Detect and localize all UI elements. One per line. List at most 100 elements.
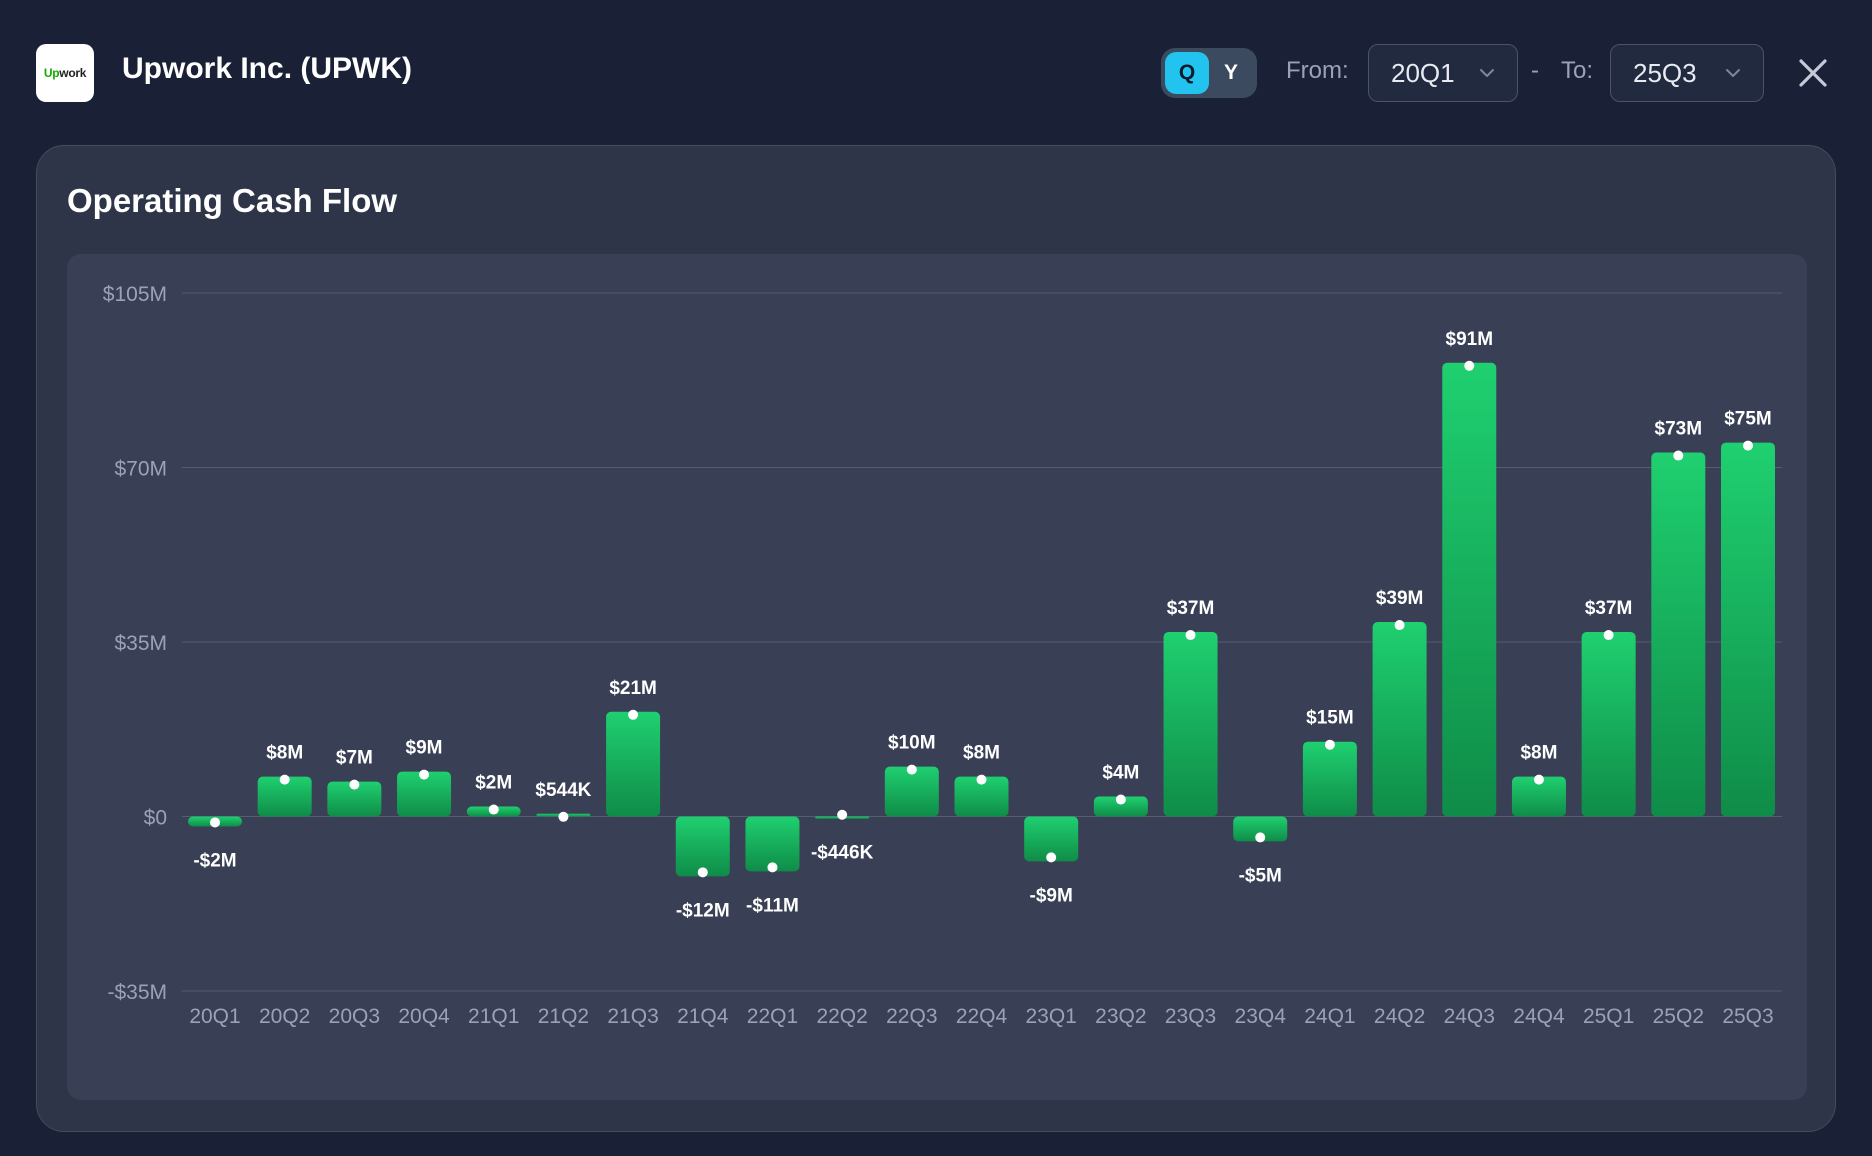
from-label: From: — [1286, 57, 1349, 84]
data-label: $8M — [963, 743, 1000, 764]
chart-card: Operating Cash Flow -$35M $0 $35M $70M $105M… — [36, 145, 1836, 1132]
data-label: $15M — [1306, 708, 1354, 729]
data-label: $37M — [1167, 598, 1215, 619]
data-label: $37M — [1585, 598, 1633, 619]
yearly-toggle-button[interactable]: Y — [1223, 61, 1238, 84]
bar — [745, 816, 800, 872]
y-tick-label: $0 — [144, 807, 167, 830]
bar-point — [1743, 440, 1753, 451]
bar-point — [1115, 794, 1126, 805]
x-tick-label: 24Q2 — [1374, 1005, 1425, 1028]
logo-text-up: Up — [43, 66, 60, 80]
x-tick-label: 24Q3 — [1444, 1005, 1495, 1028]
x-tick-label: 22Q2 — [816, 1005, 867, 1028]
chevron-down-icon — [1726, 69, 1740, 77]
bar-point — [1673, 450, 1684, 461]
bar-point — [488, 804, 499, 815]
x-tick-label: 24Q4 — [1513, 1005, 1565, 1028]
bar — [1442, 362, 1497, 817]
data-label: $75M — [1724, 409, 1772, 430]
bar — [884, 766, 939, 817]
bar-point — [906, 764, 917, 775]
data-label: $2M — [475, 773, 512, 794]
bar — [1721, 442, 1775, 817]
x-tick-label: 22Q1 — [747, 1005, 798, 1028]
x-tick-label: 23Q3 — [1165, 1005, 1216, 1028]
bar — [1302, 741, 1357, 817]
company-logo: Up work — [36, 44, 94, 102]
x-tick-label: 23Q2 — [1095, 1005, 1146, 1028]
data-label: -$2M — [193, 850, 236, 871]
bar — [1581, 632, 1636, 817]
data-label: $73M — [1655, 419, 1703, 440]
y-tick-label: $70M — [114, 458, 167, 481]
bar — [1163, 632, 1218, 817]
bar — [1093, 796, 1148, 817]
chevron-down-icon — [1480, 69, 1494, 77]
y-tick-label: -$35M — [107, 981, 167, 1004]
bar-point — [1046, 852, 1057, 863]
bar — [397, 771, 452, 817]
operating-cash-flow-chart: -$35M $0 $35M $70M $105M 20Q1 20Q2 20Q3 20Q4 21Q1… — [103, 283, 1782, 1028]
bar-point — [210, 817, 220, 828]
bar — [1651, 452, 1706, 817]
data-label: -$11M — [746, 895, 799, 916]
x-tick-label: 24Q1 — [1304, 1005, 1355, 1028]
x-tick-label: 22Q4 — [956, 1005, 1008, 1028]
bar-point — [1255, 832, 1266, 843]
data-label: -$12M — [676, 900, 730, 921]
bar-point — [1464, 360, 1475, 371]
to-label: To: — [1561, 57, 1594, 84]
y-tick-label: $35M — [114, 632, 167, 655]
bar — [954, 776, 1009, 817]
bar — [327, 781, 382, 817]
data-label: $10M — [888, 733, 936, 754]
bar-point — [1185, 630, 1196, 641]
data-label: $4M — [1102, 763, 1139, 784]
bar — [1372, 622, 1427, 817]
bar-point — [976, 774, 987, 785]
data-label: $91M — [1446, 329, 1494, 350]
quarterly-toggle-button[interactable]: Q — [1165, 52, 1209, 94]
bar — [257, 776, 312, 817]
range-dash: - — [1531, 57, 1539, 84]
to-select-value: 25Q3 — [1633, 57, 1697, 88]
to-select[interactable]: 25Q3 — [1610, 44, 1764, 102]
x-tick-label: 21Q2 — [538, 1005, 589, 1028]
close-icon[interactable] — [1796, 56, 1830, 90]
data-label: -$9M — [1030, 885, 1073, 906]
bar — [1024, 816, 1079, 862]
x-tick-label: 23Q4 — [1235, 1005, 1287, 1028]
bar-point — [837, 809, 848, 820]
data-label: $7M — [336, 748, 373, 769]
bar-point — [1533, 774, 1544, 785]
x-tick-label: 20Q1 — [189, 1005, 240, 1028]
bar-point — [628, 709, 639, 720]
data-label: $39M — [1376, 588, 1424, 609]
data-label: -$5M — [1239, 865, 1282, 886]
data-label: $8M — [1520, 743, 1557, 764]
bar-point — [349, 779, 360, 790]
period-toggle: Q Y — [1161, 48, 1257, 98]
bar — [1233, 816, 1288, 842]
plot-area: -$35M $0 $35M $70M $105M 20Q1 20Q2 20Q3 20Q4 21Q1… — [67, 254, 1807, 1100]
bar-point — [1324, 739, 1335, 750]
bar-point — [558, 811, 569, 822]
from-select[interactable]: 20Q1 — [1368, 44, 1518, 102]
bar — [1511, 776, 1566, 817]
x-tick-label: 20Q4 — [398, 1005, 450, 1028]
x-tick-label: 23Q1 — [1025, 1005, 1076, 1028]
data-label: $9M — [406, 738, 443, 759]
bar-point — [767, 862, 778, 873]
x-tick-label: 25Q2 — [1653, 1005, 1704, 1028]
bar-point — [697, 867, 708, 878]
bar-point — [1394, 620, 1405, 631]
x-tick-label: 25Q3 — [1722, 1005, 1773, 1028]
bar-point — [1603, 630, 1614, 641]
x-tick-label: 25Q1 — [1583, 1005, 1634, 1028]
bar — [675, 816, 730, 877]
y-tick-label: $105M — [103, 283, 167, 306]
bar — [606, 711, 661, 817]
data-label: $544K — [535, 780, 591, 801]
company-title: Upwork Inc. (UPWK) — [122, 52, 412, 85]
